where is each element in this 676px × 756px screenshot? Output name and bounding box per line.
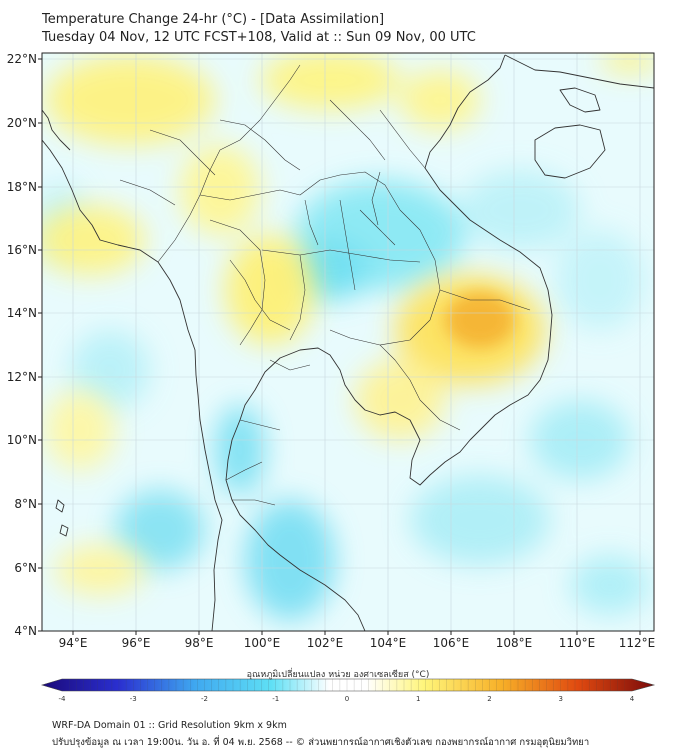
- footer-model-info: WRF-DA Domain 01 :: Grid Resolution 9km …: [52, 720, 287, 731]
- latitude-labels: 22°N 20°N 18°N 16°N 14°N 12°N 10°N 8°N 6…: [7, 52, 37, 638]
- colorbar-ramp: [40, 678, 656, 692]
- lon-label: 104°E: [370, 636, 407, 650]
- lon-label: 110°E: [559, 636, 596, 650]
- colorbar-tick-label: 1: [416, 695, 420, 703]
- colorbar-tick-label: -4: [59, 695, 67, 703]
- colorbar-tick-label: -2: [201, 695, 208, 703]
- lon-label: 102°E: [307, 636, 344, 650]
- colorbar-tick-label: 0: [345, 695, 349, 703]
- lon-label: 108°E: [496, 636, 533, 650]
- lat-label: 22°N: [7, 52, 37, 66]
- lat-label: 12°N: [7, 370, 37, 384]
- colorbar-tick-label: 3: [559, 695, 563, 703]
- lat-label: 6°N: [14, 561, 37, 575]
- colorbar-tick-label: -1: [272, 695, 279, 703]
- lat-label: 14°N: [7, 306, 37, 320]
- plot-frame: [41, 52, 655, 632]
- lon-label: 100°E: [244, 636, 281, 650]
- colorbar-title: อุณหภูมิเปลี่ยนแปลง หน่วย องศาเซลเซียส (…: [246, 670, 430, 680]
- lat-label: 10°N: [7, 433, 37, 447]
- lon-label: 94°E: [59, 636, 88, 650]
- colorbar-tick-label: 2: [487, 695, 491, 703]
- colorbar-tick-label: -3: [130, 695, 137, 703]
- coastlines: [42, 54, 654, 631]
- longitude-labels: 94°E 96°E 98°E 100°E 102°E 104°E 106°E 1…: [59, 636, 656, 650]
- graticule: [42, 53, 654, 631]
- lat-label: 20°N: [7, 116, 37, 130]
- admin-borders: [119, 64, 531, 506]
- map-subtitle: Tuesday 04 Nov, 12 UTC FCST+108, Valid a…: [42, 30, 476, 45]
- footer-credit: ปรับปรุงข้อมูล ณ เวลา 19:00น. วัน อ. ที่…: [52, 737, 590, 748]
- lat-label: 8°N: [14, 497, 37, 511]
- lat-label: 18°N: [7, 180, 37, 194]
- lat-label: 4°N: [14, 624, 37, 638]
- lon-label: 98°E: [185, 636, 214, 650]
- temperature-field: [42, 53, 654, 631]
- lon-label: 96°E: [122, 636, 151, 650]
- lat-label: 16°N: [7, 243, 37, 257]
- axis-ticks: [38, 58, 641, 635]
- lon-label: 106°E: [433, 636, 470, 650]
- colorbar: -4 -3 -2 -1 0 1 2 3 4: [40, 678, 656, 703]
- colorbar-tick-label: 4: [630, 695, 635, 703]
- lon-label: 112°E: [619, 636, 656, 650]
- map-title: Temperature Change 24-hr (°C) - [Data As…: [42, 12, 385, 27]
